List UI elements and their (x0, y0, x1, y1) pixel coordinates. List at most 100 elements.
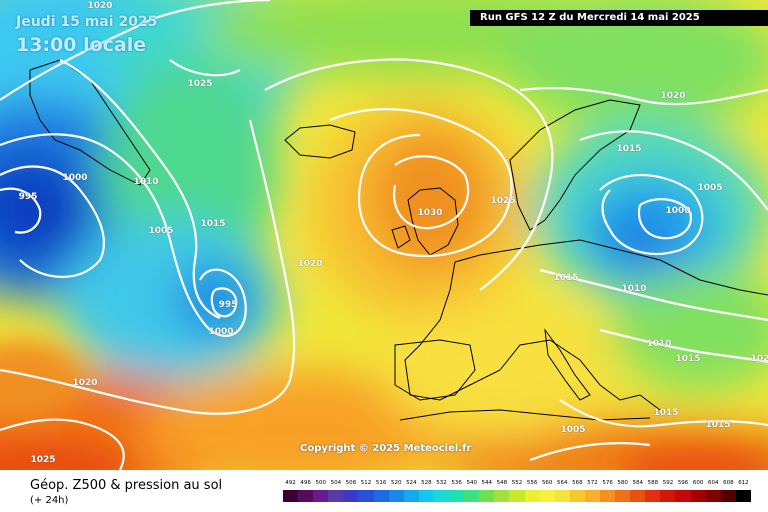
isobar-label: 1010 (133, 177, 159, 187)
isobar-label: 1015 (705, 420, 731, 430)
copyright-notice: Copyright © 2025 Meteociel.fr (300, 443, 472, 454)
color-scale-swatch (599, 490, 616, 502)
color-scale-tick-label: 580 (617, 480, 628, 486)
color-scale-tick-label: 492 (285, 480, 296, 486)
color-scale-swatch (554, 490, 570, 502)
isobar-label: 1015 (675, 354, 701, 364)
color-scale-tick-label: 564 (557, 480, 568, 486)
isobar-label: 1015 (616, 144, 642, 154)
color-scale-swatch (403, 490, 419, 502)
color-scale-tick-label: 572 (587, 480, 598, 486)
color-scale-tick-label: 588 (647, 480, 659, 486)
color-scale: 492 496 500 504 508 512 516 520 524 528 532 536 540 5… (283, 480, 751, 508)
color-scale-swatch (690, 490, 706, 502)
color-scale-tick-label: 600 (692, 480, 704, 486)
color-scale-tick-label: 568 (572, 480, 583, 486)
run-info-banner: Run GFS 12 Z du Mercredi 14 mai 2025 (470, 10, 768, 26)
legend-title: Géop. Z500 & pression au sol (30, 478, 223, 493)
color-scale-swatch (539, 490, 555, 502)
color-scale-swatch (283, 490, 299, 502)
color-scale-tick-label: 560 (541, 480, 553, 486)
color-scale-tick-label: 528 (421, 480, 432, 486)
isobar-label: 1025 (490, 196, 516, 206)
isobar-label: 1000 (62, 173, 88, 183)
isobar-label: 1005 (697, 183, 723, 193)
isobar-label: 995 (18, 192, 38, 202)
color-scale-swatch (584, 490, 600, 502)
isobar-label: 1025 (187, 79, 213, 89)
isobar-label: 995 (218, 300, 238, 310)
color-scale-tick-label: 508 (345, 480, 357, 486)
color-scale-tick-label: 504 (330, 480, 342, 486)
color-scale-tick-label: 596 (677, 480, 689, 486)
color-scale-swatch (660, 490, 676, 502)
isobar-label: 1020 (87, 1, 113, 11)
color-scale-tick-label: 612 (738, 480, 749, 486)
color-scale-swatch (479, 490, 495, 502)
color-scale-tick-label: 536 (451, 480, 462, 486)
color-scale-tick-label: 604 (708, 480, 719, 486)
isobar-label: 1015 (553, 273, 579, 283)
isobar-label: 1010 (621, 284, 647, 294)
color-scale-tick-label: 524 (406, 480, 417, 486)
color-scale-swatch (569, 490, 585, 502)
isobar-label: 1005 (560, 425, 586, 435)
color-scale-tick-label: 496 (300, 480, 311, 486)
isobar-label: 1020 (660, 91, 686, 101)
color-scale-swatch (433, 490, 450, 502)
color-scale-swatch (615, 490, 631, 502)
coastlines (29, 59, 768, 421)
forecast-date: Jeudi 15 mai 2025 (16, 14, 158, 30)
color-scale-tick-label: 576 (602, 480, 613, 486)
color-scale-tick-label: 540 (466, 480, 477, 486)
color-scale-swatch (705, 490, 721, 502)
geopotential-map-graphic (0, 0, 768, 470)
color-scale-swatch (630, 490, 646, 502)
color-scale-swatch (418, 490, 434, 502)
isobar-label: 1025 (30, 455, 56, 465)
isobar-label: 1005 (148, 226, 174, 236)
isobar-label: 1015 (653, 408, 679, 418)
color-scale-tick-label: 592 (662, 480, 674, 486)
color-scale-swatch (298, 490, 314, 502)
color-scale-tick-label: 548 (496, 480, 508, 486)
color-scale-swatch (494, 490, 510, 502)
color-scale-swatch (328, 490, 344, 502)
color-scale-swatches (283, 490, 751, 502)
color-scale-swatch (449, 490, 465, 502)
color-scale-swatch (388, 490, 404, 502)
legend-footer: Géop. Z500 & pression au sol (+ 24h) 492… (0, 470, 768, 512)
color-scale-tick-label: 532 (436, 480, 447, 486)
isobar-label: 1020 (297, 259, 323, 269)
forecast-map (0, 0, 768, 470)
color-scale-swatch (524, 490, 540, 502)
color-scale-tick-label: 556 (526, 480, 538, 486)
isobar-label: 1010 (646, 339, 672, 349)
color-scale-swatch (373, 490, 389, 502)
color-scale-swatch (675, 490, 691, 502)
color-scale-swatch (343, 490, 359, 502)
isobar-label: 1015 (200, 219, 226, 229)
color-scale-tick-label: 608 (723, 480, 734, 486)
isobar-label: 102 (750, 354, 768, 364)
legend-subtitle: (+ 24h) (30, 495, 69, 506)
isobars (0, 0, 768, 470)
color-scale-tick-label: 552 (511, 480, 523, 486)
color-scale-tick-label: 516 (375, 480, 387, 486)
color-scale-swatch (358, 490, 374, 502)
color-scale-swatch (720, 490, 736, 502)
color-scale-swatch (735, 490, 751, 502)
color-scale-swatch (313, 490, 329, 502)
color-scale-tick-label: 520 (390, 480, 402, 486)
isobar-label: 1000 (665, 206, 691, 216)
isobar-label: 1030 (417, 208, 443, 218)
isobar-label: 1000 (208, 327, 234, 337)
color-scale-tick-label: 512 (360, 480, 372, 486)
color-scale-swatch (464, 490, 480, 502)
color-scale-tick-label: 584 (632, 480, 644, 486)
forecast-time: 13:00 locale (16, 34, 147, 56)
color-scale-tick-label: 544 (481, 480, 493, 486)
color-scale-tick-label: 500 (315, 480, 326, 486)
color-scale-swatch (509, 490, 525, 502)
